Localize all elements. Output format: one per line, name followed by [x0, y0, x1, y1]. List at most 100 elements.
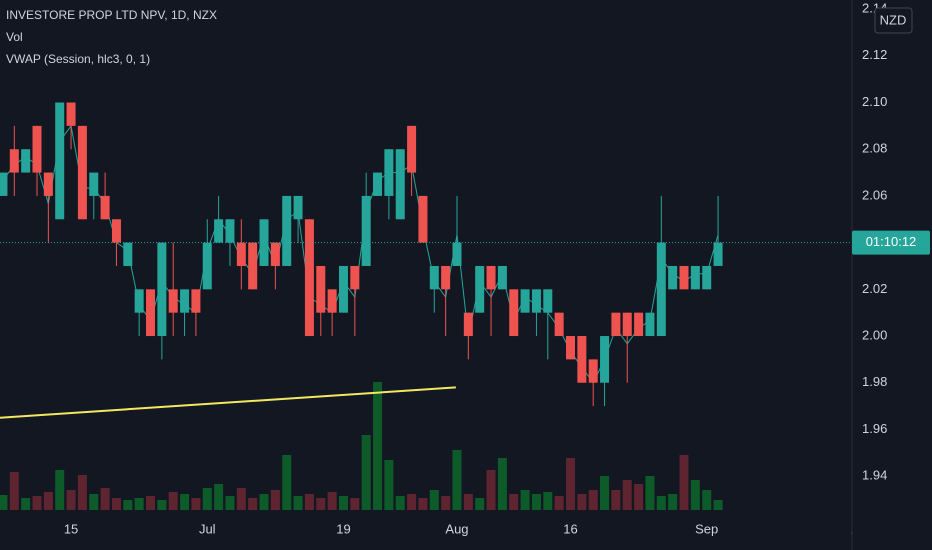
candle-body	[293, 195, 303, 220]
volume-bar	[0, 495, 8, 510]
volume-bar	[588, 490, 598, 510]
volume-bar	[497, 458, 507, 510]
volume-bar	[713, 500, 723, 510]
volume-bar	[395, 496, 405, 510]
candle-body	[350, 265, 360, 290]
candle-body	[304, 219, 314, 337]
price-axis: 1.941.961.982.002.022.062.082.102.122.14…	[852, 1, 930, 483]
volume-bar	[600, 476, 610, 510]
volume-bar	[634, 484, 644, 510]
candle-body	[214, 219, 224, 243]
y-tick-label: 1.96	[862, 421, 887, 436]
x-tick-label: 19	[336, 521, 350, 536]
volume-label: Vol	[6, 30, 23, 44]
volume-bar	[384, 460, 394, 510]
candle-body	[327, 289, 337, 313]
candle-body	[100, 195, 110, 220]
candle-body	[338, 265, 348, 313]
volume-bar	[373, 382, 383, 510]
currency[interactable]: NZD	[880, 12, 907, 27]
volume-bar	[622, 480, 632, 510]
volume-bar	[66, 490, 76, 510]
volume-bar	[327, 492, 337, 510]
candle-body	[146, 289, 156, 337]
chart-title: INVESTORE PROP LTD NPV, 1D, NZX	[6, 8, 217, 22]
candle-body	[384, 149, 394, 196]
countdown: 01:10:12	[866, 234, 917, 249]
candle-body	[66, 102, 76, 126]
volume-bar	[668, 494, 678, 510]
volume-bar	[157, 500, 167, 510]
candle-body	[429, 265, 439, 290]
candle-body	[588, 359, 598, 383]
candle-body	[134, 289, 144, 313]
volume-bar	[441, 496, 451, 510]
volume-bar	[293, 496, 303, 510]
candle-body	[89, 172, 99, 196]
x-tick-label: Jul	[199, 521, 216, 536]
candle-body	[111, 219, 121, 243]
volume-bar	[338, 496, 348, 510]
candle-body	[157, 242, 167, 337]
volume-bar	[123, 500, 133, 510]
y-tick-label: 2.00	[862, 327, 887, 342]
volume-bar	[259, 494, 269, 510]
candle-body	[123, 242, 133, 266]
volume-bar	[304, 494, 314, 510]
candle-body	[679, 265, 689, 290]
plot-area: 15Jul19Aug16Sep2	[0, 102, 858, 536]
volume-bar	[180, 494, 190, 510]
countdown-box	[852, 230, 930, 255]
volume-bar	[77, 475, 87, 510]
x-tick-label: Sep	[695, 521, 718, 536]
volume-bar	[452, 450, 462, 510]
volume-bar	[486, 470, 496, 510]
y-tick-label: 1.94	[862, 468, 887, 483]
volume-bar	[9, 472, 19, 510]
candle-body	[486, 265, 496, 290]
currency-box[interactable]	[874, 7, 913, 34]
volume-bar	[361, 435, 371, 510]
volume-bar	[282, 455, 292, 510]
candle-body	[21, 149, 31, 173]
volume-bar	[225, 496, 235, 510]
volume-bar	[429, 490, 439, 510]
candle-body	[43, 172, 53, 196]
candle-body	[463, 312, 473, 337]
candle-body	[225, 219, 235, 243]
y-tick-label: 2.12	[862, 47, 887, 62]
volume-bar	[146, 496, 156, 510]
candle-body	[168, 289, 178, 313]
trend-line	[0, 386, 456, 419]
volume-bar	[191, 498, 201, 510]
volume-bar	[475, 498, 485, 510]
y-tick-label: 1.98	[862, 374, 887, 389]
candle-body	[248, 242, 258, 290]
candle-body	[531, 289, 541, 313]
candle-body	[270, 242, 280, 266]
candle-body	[316, 265, 326, 313]
candle-body	[656, 242, 666, 337]
volume-bar	[168, 492, 178, 510]
candle-body	[407, 125, 417, 173]
volume-bar	[236, 488, 246, 510]
volume-bar	[679, 455, 689, 510]
candle-body	[282, 195, 292, 266]
price-axis-panel	[852, 0, 932, 550]
candle-body	[690, 265, 700, 290]
volume-bar	[316, 498, 326, 510]
volume-bar	[43, 492, 53, 510]
candle-body	[373, 172, 383, 196]
candle-body	[645, 312, 655, 337]
candle-body	[77, 125, 87, 220]
candle-body	[497, 265, 507, 290]
volume-bar	[270, 490, 280, 510]
candle-body	[55, 102, 65, 220]
volume-bar	[89, 494, 99, 510]
candle-body	[395, 149, 405, 220]
vwap-label: VWAP (Session, hlc3, 0, 1)	[6, 52, 150, 66]
candle-body	[418, 195, 428, 243]
volume-bar	[463, 494, 473, 510]
volume-bar	[554, 496, 564, 510]
